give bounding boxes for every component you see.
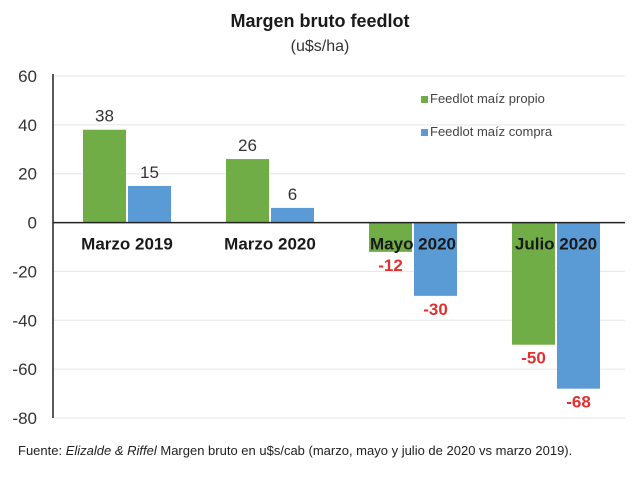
legend-label: Feedlot maíz propio <box>430 91 545 106</box>
bar-compra <box>271 207 314 223</box>
legend-label: Feedlot maíz compra <box>430 124 553 139</box>
legend-swatch <box>421 129 428 136</box>
data-label: -30 <box>423 300 448 319</box>
bar-propio <box>226 159 269 223</box>
footnote-prefix: Fuente: <box>18 443 66 458</box>
data-label: 38 <box>95 107 114 126</box>
bar-propio <box>83 129 126 223</box>
legend: Feedlot maíz propio Feedlot maíz compra <box>421 91 553 139</box>
bar-propio <box>369 222 412 252</box>
data-labels: 38 15 26 6 -12 -30 -50 -68 <box>95 107 591 412</box>
bars <box>83 129 600 389</box>
footnote-text: Margen bruto en u$s/cab (marzo, mayo y j… <box>156 443 573 458</box>
bar-compra <box>128 185 171 223</box>
y-tick-label: 60 <box>18 67 37 86</box>
data-label: 6 <box>288 185 297 204</box>
chart-subtitle: (u$s/ha) <box>291 38 350 55</box>
y-axis-ticks: 60 40 20 0 -20 -40 -60 -80 <box>12 67 37 428</box>
bar-propio <box>512 222 555 345</box>
source-footnote: Fuente: Elizalde & Riffel Margen bruto e… <box>18 443 628 459</box>
data-label: 15 <box>140 163 159 182</box>
data-label: -50 <box>521 349 546 368</box>
y-tick-label: -80 <box>12 409 37 428</box>
y-tick-label: -20 <box>12 262 37 281</box>
legend-swatch <box>421 96 428 103</box>
y-tick-label: -60 <box>12 360 37 379</box>
data-label: -68 <box>566 393 591 412</box>
chart-title: Margen bruto feedlot <box>231 11 410 31</box>
y-tick-label: 20 <box>18 165 37 184</box>
gridlines <box>53 75 625 419</box>
y-tick-label: -40 <box>12 311 37 330</box>
data-label: 26 <box>238 136 257 155</box>
x-axis-ticks: Marzo 2019 Marzo 2020 Mayo 2020 Julio 2020 <box>81 235 597 254</box>
data-label: -12 <box>378 256 403 275</box>
y-tick-label: 40 <box>18 116 37 135</box>
x-tick-label: Marzo 2020 <box>224 235 316 254</box>
x-tick-label: Mayo 2020 <box>370 235 456 254</box>
bar-compra <box>557 222 600 389</box>
x-tick-label: Marzo 2019 <box>81 235 173 254</box>
footnote-authors: Elizalde & Riffel <box>65 443 157 458</box>
y-tick-label: 0 <box>28 214 37 233</box>
x-tick-label: Julio 2020 <box>515 235 597 254</box>
bar-compra <box>414 222 457 296</box>
